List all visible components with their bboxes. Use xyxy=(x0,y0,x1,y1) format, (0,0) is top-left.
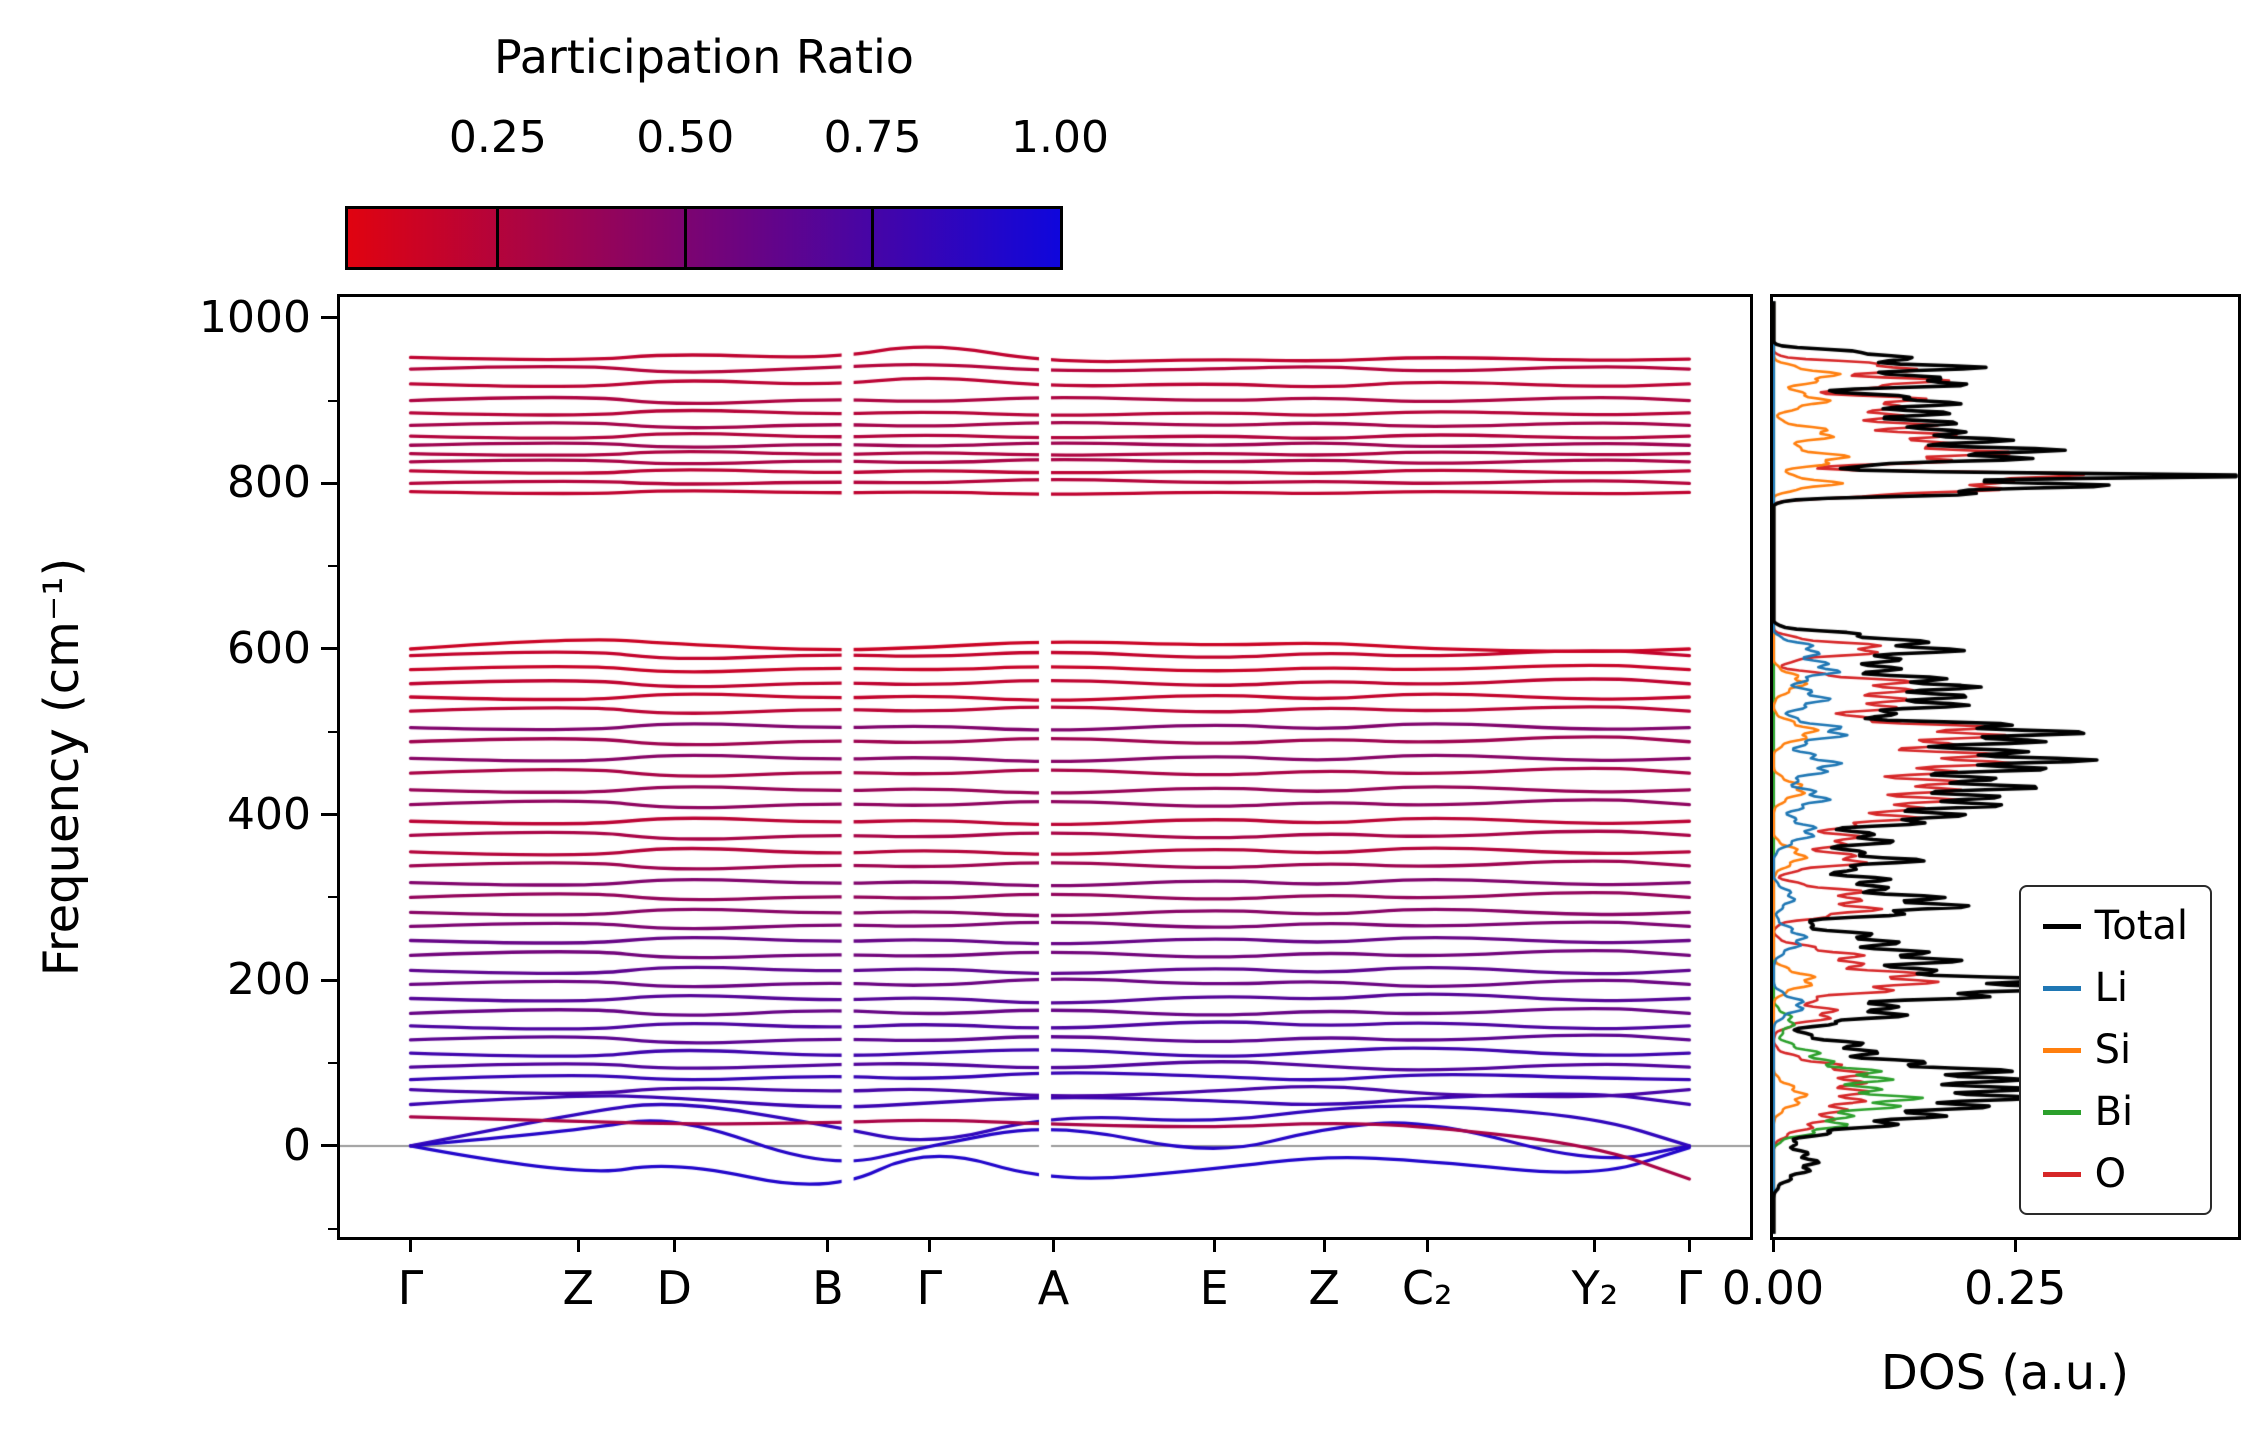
dos-legend: Total Li Si Bi O xyxy=(2018,885,2212,1215)
kpoint-label: Y₂ xyxy=(1571,1261,1619,1315)
colorbar-tick-label: 0.25 xyxy=(448,112,547,163)
kpoint-label: Γ xyxy=(916,1261,943,1315)
colorbar-tick-mark xyxy=(683,209,687,267)
band-structure-canvas xyxy=(340,297,1750,1237)
legend-entry: Total xyxy=(2042,903,2188,949)
legend-entry: Li xyxy=(2042,965,2188,1011)
y-tick-label: 600 xyxy=(227,622,311,674)
dos-tick-label: 0.25 xyxy=(1963,1261,2067,1315)
legend-label: Li xyxy=(2094,965,2128,1011)
dos-axis-label: DOS (a.u.) xyxy=(1880,1345,2130,1401)
kpoint-tick-mark xyxy=(826,1240,830,1252)
axis-tick-mark xyxy=(321,1144,337,1148)
legend-swatch xyxy=(2042,985,2081,991)
colorbar-tick-mark xyxy=(871,209,875,267)
dos-panel: Total Li Si Bi O xyxy=(1770,294,2241,1240)
kpoint-tick-mark xyxy=(1593,1240,1597,1252)
axis-tick-mark xyxy=(321,481,337,485)
kpoint-label: B xyxy=(812,1261,844,1315)
legend-entry: O xyxy=(2042,1151,2188,1197)
colorbar-tick-label: 1.00 xyxy=(1011,112,1109,163)
legend-entry: Bi xyxy=(2042,1089,2188,1135)
axis-tick-mark xyxy=(321,647,337,651)
dos-tick-mark xyxy=(1771,1240,1775,1252)
legend-label: Total xyxy=(2094,903,2188,949)
axis-tick-mark xyxy=(321,978,337,982)
kpoint-label: Z xyxy=(562,1261,595,1315)
axis-tick-mark xyxy=(328,399,337,402)
dos-tick-label: 0.00 xyxy=(1721,1261,1825,1315)
legend-label: Si xyxy=(2094,1027,2132,1073)
kpoint-label: A xyxy=(1037,1261,1070,1315)
kpoint-label: Γ xyxy=(397,1261,424,1315)
y-tick-label: 200 xyxy=(227,954,311,1006)
kpoint-label: Γ xyxy=(1676,1261,1703,1315)
kpoint-label: Z xyxy=(1308,1261,1340,1315)
y-tick-label: 800 xyxy=(227,457,311,509)
kpoint-tick-mark xyxy=(1425,1240,1429,1252)
y-tick-label: 400 xyxy=(227,788,311,840)
kpoint-tick-mark xyxy=(672,1240,676,1252)
axis-tick-mark xyxy=(328,1062,337,1065)
axis-tick-mark xyxy=(328,896,337,899)
legend-entry: Si xyxy=(2042,1027,2188,1073)
dos-tick-mark xyxy=(2013,1240,2017,1252)
axis-tick-mark xyxy=(328,730,337,733)
axis-tick-mark xyxy=(328,565,337,568)
kpoint-tick-mark xyxy=(576,1240,580,1252)
axis-tick-mark xyxy=(321,813,337,817)
kpoint-tick-mark xyxy=(1212,1240,1216,1252)
kpoint-tick-mark xyxy=(409,1240,412,1252)
kpoint-label: C₂ xyxy=(1401,1261,1453,1315)
band-structure-panel xyxy=(337,294,1753,1240)
legend-label: O xyxy=(2094,1151,2127,1197)
y-axis-label: Frequency (cm⁻¹) xyxy=(34,557,90,977)
legend-swatch xyxy=(2042,923,2081,929)
legend-label: Bi xyxy=(2094,1089,2134,1135)
kpoint-label: D xyxy=(656,1261,692,1315)
colorbar-title: Participation Ratio xyxy=(494,30,914,84)
legend-swatch xyxy=(2042,1109,2081,1115)
y-tick-label: 0 xyxy=(283,1119,311,1171)
axis-tick-mark xyxy=(321,316,337,320)
kpoint-tick-mark xyxy=(1051,1240,1055,1252)
kpoint-tick-mark xyxy=(927,1240,931,1252)
legend-swatch xyxy=(2042,1171,2081,1177)
kpoint-tick-mark xyxy=(1322,1240,1326,1252)
colorbar-tick-label: 0.75 xyxy=(823,112,922,163)
axis-tick-mark xyxy=(328,1227,337,1230)
colorbar-tick-label: 0.50 xyxy=(636,112,735,163)
y-tick-label: 1000 xyxy=(199,291,311,343)
colorbar-tick-mark xyxy=(496,209,500,267)
legend-swatch xyxy=(2042,1047,2081,1053)
colorbar xyxy=(345,206,1063,270)
kpoint-tick-mark xyxy=(1687,1240,1691,1252)
kpoint-label: E xyxy=(1199,1261,1229,1315)
